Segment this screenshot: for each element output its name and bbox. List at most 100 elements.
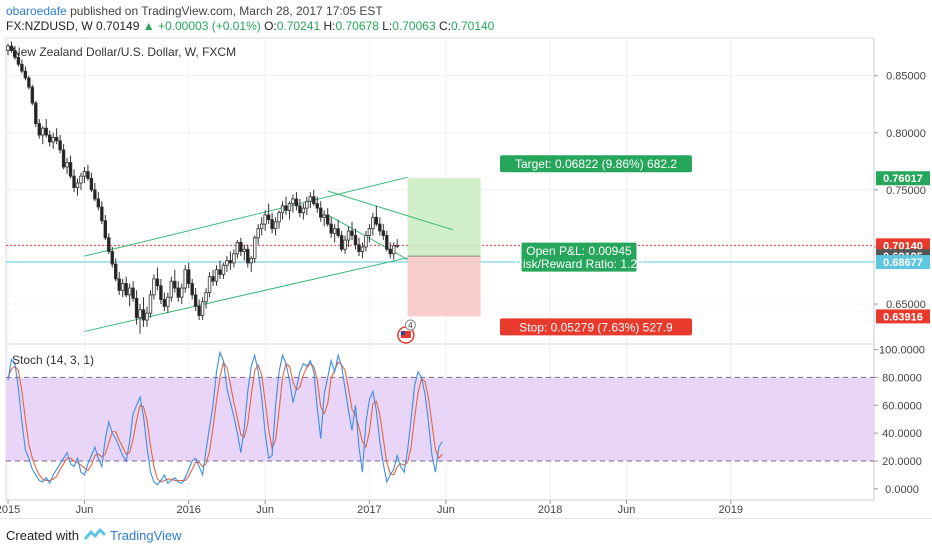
candle-up bbox=[138, 309, 142, 319]
stoch-tick-label: 0.0000 bbox=[885, 484, 919, 496]
time-tick-label: 2016 bbox=[176, 504, 200, 516]
candle-up bbox=[207, 276, 212, 294]
candle-up bbox=[221, 264, 226, 275]
time-tick-label: Jun bbox=[256, 504, 274, 516]
price-label-bg bbox=[876, 309, 930, 324]
candle-up bbox=[305, 200, 309, 209]
candle-up bbox=[214, 269, 219, 282]
candle-down bbox=[16, 57, 21, 65]
author-link[interactable]: obaroedafe bbox=[6, 4, 67, 18]
candle-up bbox=[225, 260, 229, 266]
candlestick-series: 4 bbox=[6, 41, 416, 344]
symbol-label: FX:NZDUSD, W bbox=[6, 19, 93, 33]
candle-down bbox=[89, 178, 94, 191]
candle-down bbox=[378, 223, 382, 232]
candle-up bbox=[65, 162, 69, 168]
high-value: 0.70678 bbox=[335, 19, 379, 33]
candle-up bbox=[204, 292, 208, 303]
candle-up bbox=[75, 182, 80, 188]
published-text: published on TradingView.com, March 28, … bbox=[70, 4, 383, 18]
candle-down bbox=[96, 198, 101, 208]
time-tick-label: Jun bbox=[618, 504, 636, 516]
candle-up bbox=[41, 127, 45, 136]
created-with-text: Created with bbox=[6, 528, 79, 543]
event-count: 4 bbox=[408, 321, 413, 330]
time-tick-label: 2019 bbox=[719, 504, 743, 516]
close-value: 0.70140 bbox=[450, 19, 495, 33]
publish-info: obaroedafe published on TradingView.com,… bbox=[6, 4, 383, 18]
open-value: 0.70241 bbox=[276, 19, 321, 33]
candle-down bbox=[61, 149, 66, 168]
price-label-bg bbox=[876, 238, 930, 253]
risk-reward-label: Risk/Reward Ratio: 1.29 bbox=[514, 257, 644, 271]
candle-up bbox=[249, 257, 253, 264]
time-axis[interactable]: 2015 Jun 2016 Jun 2017 Jun 2018 Jun 2019 bbox=[0, 500, 743, 516]
candle-down bbox=[381, 230, 385, 236]
event-count-circle bbox=[404, 319, 416, 331]
candle-up bbox=[343, 239, 347, 250]
candle-up bbox=[166, 296, 170, 307]
low-value: 0.70063 bbox=[392, 19, 436, 33]
candle-up bbox=[360, 246, 365, 252]
candle-up bbox=[256, 228, 260, 239]
candle-up bbox=[322, 214, 326, 218]
candle-up bbox=[392, 245, 396, 255]
stoch-band bbox=[6, 376, 874, 462]
target-label-bg bbox=[500, 155, 692, 173]
candle-down bbox=[270, 219, 274, 230]
candle-up bbox=[200, 301, 205, 316]
price-label: 0.76017 bbox=[883, 173, 923, 185]
candle-down bbox=[114, 263, 118, 280]
candle-down bbox=[336, 228, 340, 236]
candle-down bbox=[162, 299, 167, 307]
ohlc-legend: FX:NZDUSD, W 0.70149 ▲ +0.00003 (+0.01%)… bbox=[6, 19, 494, 33]
candle-up bbox=[308, 196, 313, 202]
candle-down bbox=[141, 309, 146, 321]
price-label: 0.63916 bbox=[883, 311, 923, 323]
stoch-k-line bbox=[7, 350, 443, 486]
candle-up bbox=[242, 248, 246, 252]
chart-canvas[interactable]: Target: 0.06822 (9.86%) 682.2 Stop: 0.052… bbox=[0, 0, 932, 518]
stoch-axis[interactable]: 100.0000 80.0000 60.0000 40.0000 20.0000 0.00… bbox=[874, 345, 925, 496]
economic-event-flag-icon[interactable]: 4 bbox=[397, 319, 416, 344]
candle-up bbox=[280, 205, 285, 214]
candle-up bbox=[183, 269, 187, 289]
high-label: H: bbox=[323, 19, 336, 33]
time-tick-label: Jun bbox=[437, 504, 455, 516]
candle-up bbox=[364, 235, 368, 248]
candle-down bbox=[173, 280, 177, 289]
candle-down bbox=[37, 123, 41, 136]
stoch-band-fill bbox=[6, 377, 874, 461]
candle-down bbox=[385, 235, 389, 250]
stoch-tick-label: 60.0000 bbox=[882, 400, 922, 412]
candle-down bbox=[124, 283, 128, 296]
candle-up bbox=[253, 237, 257, 259]
candle-up bbox=[180, 287, 184, 298]
candle-up bbox=[120, 283, 125, 291]
candle-up bbox=[371, 216, 375, 230]
candle-down bbox=[197, 305, 201, 316]
grid-lines bbox=[6, 38, 874, 500]
candle-down bbox=[93, 189, 97, 200]
price-tick-label: 0.75000 bbox=[886, 185, 926, 197]
candle-down bbox=[193, 294, 198, 307]
candle-down bbox=[294, 198, 299, 207]
candle-down bbox=[9, 45, 14, 51]
stoch-lines bbox=[7, 350, 443, 486]
candle-down bbox=[284, 205, 288, 211]
candle-down bbox=[350, 230, 354, 236]
stop-label: Stop: 0.05279 (7.63%) 527.9 bbox=[519, 320, 673, 334]
long-position-tool[interactable]: Target: 0.06822 (9.86%) 682.2 Stop: 0.052… bbox=[6, 155, 874, 336]
candle-up bbox=[152, 278, 156, 296]
pnl-label: Open P&L: 0.00945 bbox=[526, 244, 632, 258]
stop-label-bg bbox=[500, 318, 692, 336]
tradingview-logo-icon bbox=[84, 528, 106, 540]
tradingview-brand-link[interactable]: TradingView bbox=[110, 528, 182, 543]
candle-up bbox=[79, 175, 83, 184]
event-flag-stripes bbox=[400, 331, 411, 338]
candle-up bbox=[51, 136, 55, 143]
target-zone bbox=[407, 178, 481, 257]
price-tick-label: 0.80000 bbox=[886, 128, 926, 140]
